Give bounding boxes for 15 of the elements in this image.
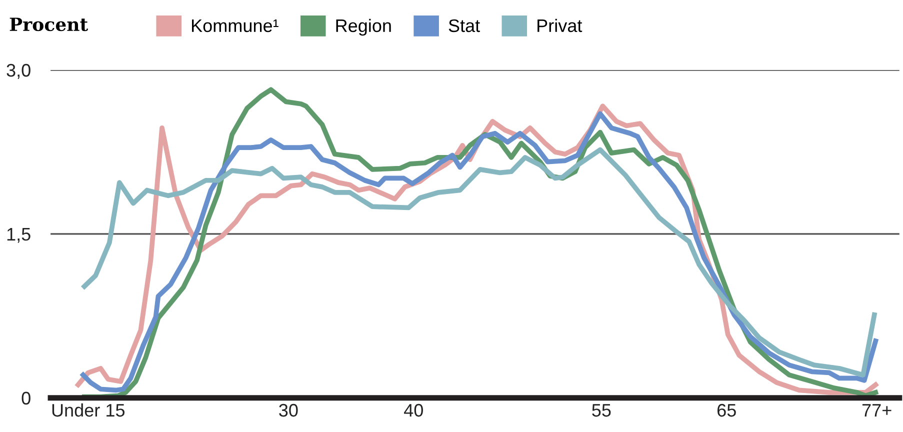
legend-label: Region xyxy=(336,18,391,36)
line-series xyxy=(82,147,877,378)
legend-label: Kommune¹ xyxy=(192,20,278,32)
y-axis-title: Procent xyxy=(10,18,88,32)
y-tick-label: 0 xyxy=(22,392,30,405)
x-tick-label: Under 15 xyxy=(52,403,125,417)
x-tick-label: 55 xyxy=(592,404,611,417)
x-tick-label: 65 xyxy=(717,404,736,417)
x-tick-label: 77+ xyxy=(862,404,892,417)
legend-label: Privat xyxy=(538,18,582,32)
x-tick-label: 30 xyxy=(279,404,298,417)
y-tick-label: 1,5 xyxy=(7,228,30,243)
x-tick-label: 40 xyxy=(404,404,423,417)
y-tick-label: 3,0 xyxy=(6,64,30,79)
legend-label: Stat xyxy=(448,19,480,32)
